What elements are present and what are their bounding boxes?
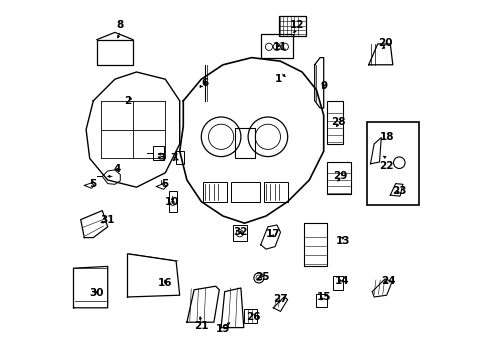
Text: 24: 24 [381, 276, 395, 286]
Bar [235, 128, 255, 158]
Bar [230, 182, 260, 202]
Text: 31: 31 [100, 215, 115, 225]
Bar [232, 225, 246, 241]
Text: 10: 10 [165, 197, 180, 207]
Bar [203, 182, 226, 202]
Text: 25: 25 [255, 272, 269, 282]
Text: 8: 8 [117, 20, 123, 30]
Bar [244, 309, 257, 323]
Bar [97, 40, 133, 65]
Bar [326, 101, 343, 144]
Text: 19: 19 [215, 324, 230, 334]
Bar [260, 34, 292, 58]
Text: 32: 32 [233, 227, 247, 237]
Text: 21: 21 [194, 321, 208, 331]
Text: 12: 12 [289, 20, 304, 30]
Text: 5: 5 [89, 179, 97, 189]
Bar [176, 151, 183, 164]
Text: 9: 9 [320, 81, 326, 91]
Bar [332, 276, 343, 290]
Bar [316, 294, 326, 307]
Text: 16: 16 [158, 278, 172, 288]
Text: 15: 15 [316, 292, 330, 302]
Text: 3: 3 [158, 153, 165, 163]
Bar [366, 122, 418, 205]
Text: 22: 22 [379, 161, 393, 171]
Bar [168, 191, 177, 212]
Text: 14: 14 [334, 276, 348, 286]
Bar [264, 182, 287, 202]
Text: 29: 29 [332, 171, 346, 181]
Text: 11: 11 [273, 42, 287, 52]
Text: 7: 7 [170, 153, 178, 163]
Bar [278, 16, 305, 36]
Text: 23: 23 [391, 186, 406, 196]
Text: 17: 17 [265, 229, 280, 239]
Text: 4: 4 [113, 164, 120, 174]
Text: 2: 2 [123, 96, 131, 106]
Bar [326, 162, 350, 194]
Text: 13: 13 [336, 236, 350, 246]
Text: 20: 20 [377, 38, 391, 48]
Text: 30: 30 [89, 288, 104, 298]
Text: 1: 1 [275, 74, 282, 84]
Text: 18: 18 [379, 132, 393, 142]
Text: 5: 5 [161, 179, 168, 189]
Text: 28: 28 [330, 117, 345, 127]
Bar [152, 146, 163, 160]
Text: 26: 26 [246, 312, 260, 322]
Text: 27: 27 [273, 294, 287, 304]
Text: 6: 6 [201, 78, 208, 88]
